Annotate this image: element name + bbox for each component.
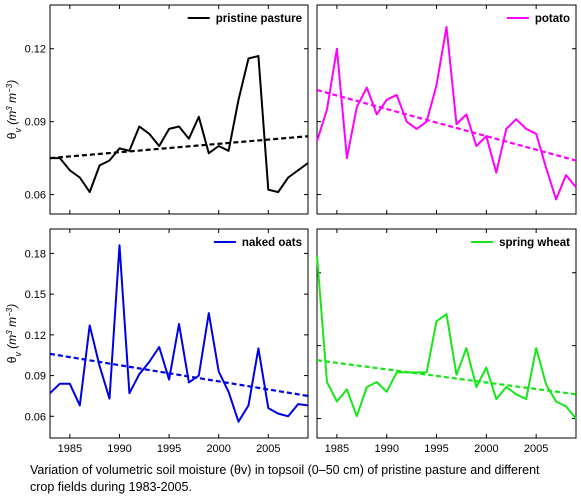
y-axis-label-part: 3 <box>5 330 14 335</box>
y-axis-label-part: m <box>5 93 19 106</box>
legend: pristine pasture <box>187 13 302 25</box>
x-tick-label: 2005 <box>256 443 280 455</box>
y-axis-label-part: −3 <box>5 307 14 317</box>
data-series-line <box>316 255 577 420</box>
legend-label: pristine pasture <box>216 13 302 25</box>
data-series-line <box>316 25 577 201</box>
y-axis-label-part: (m <box>5 111 19 128</box>
y-axis-label-part: 3 <box>5 106 14 111</box>
y-tick-label: 0.18 <box>25 248 46 260</box>
chart-panel-1: 0.06 0.09 0.12 pristine pasture θv (m3 m−3) <box>5 4 309 215</box>
y-axis-label-part: (m <box>5 335 19 352</box>
x-tick-label: 1985 <box>325 443 349 455</box>
trend-line <box>49 135 309 160</box>
legend: spring wheat <box>471 237 570 249</box>
chart-panel-4: 1985 1990 1995 2000 2005 spring wheat <box>316 228 577 455</box>
data-series-line <box>49 244 309 423</box>
y-tick-label: 0.12 <box>25 44 46 56</box>
data-series-line <box>50 55 309 194</box>
figure-caption: Variation of volumetric soil moisture (θ… <box>30 462 575 496</box>
x-tick-label: 2000 <box>206 443 230 455</box>
x-tick-label: 1985 <box>58 443 82 455</box>
trend-line <box>316 88 577 162</box>
y-tick-label: 0.12 <box>25 330 46 342</box>
x-tick-label: 1990 <box>374 443 398 455</box>
caption-line-1: Variation of volumetric soil moisture (θ… <box>30 463 540 477</box>
chart-panel-3: 1985 1990 1995 2000 2005 0.06 0.09 0.12 0.15 0.18… <box>5 228 309 455</box>
legend-label: potato <box>535 13 570 25</box>
plot-frame <box>316 4 577 215</box>
x-tick-label: 1990 <box>107 443 131 455</box>
y-axis-label-part: θ <box>5 356 19 363</box>
legend: naked oats <box>213 237 302 249</box>
y-tick-label: 0.06 <box>25 190 46 202</box>
chart-panel-2: potato <box>316 4 577 215</box>
trend-line <box>49 352 309 398</box>
y-axis-label-part: v <box>13 352 23 357</box>
plot-frame <box>49 228 309 439</box>
y-tick-label: 0.09 <box>25 371 46 383</box>
y-axis-label: θv (m3 m−3) <box>5 80 24 139</box>
y-axis-label-part: v <box>13 128 23 133</box>
y-tick-label: 0.09 <box>25 117 46 129</box>
y-axis-label-part: θ <box>5 132 19 139</box>
y-axis-label: θv (m3 m−3) <box>5 304 24 363</box>
y-axis-label-part: −3 <box>5 83 14 93</box>
x-tick-label: 1995 <box>157 443 181 455</box>
y-tick-label: 0.15 <box>25 289 46 301</box>
y-axis-label-part: ) <box>5 80 19 86</box>
y-axis-label-part: ) <box>5 304 19 310</box>
legend: potato <box>506 13 570 25</box>
x-tick-label: 2005 <box>524 443 548 455</box>
plot-frame <box>49 4 309 215</box>
caption-line-2: crop fields during 1983-2005. <box>30 480 192 494</box>
plot-frame <box>316 228 577 439</box>
legend-label: spring wheat <box>499 237 570 249</box>
y-tick-label: 0.06 <box>25 411 46 423</box>
x-tick-label: 1995 <box>424 443 448 455</box>
legend-label: naked oats <box>242 237 302 249</box>
y-axis-label-part: m <box>5 317 19 330</box>
x-tick-label: 2000 <box>474 443 498 455</box>
trend-line <box>316 359 577 396</box>
